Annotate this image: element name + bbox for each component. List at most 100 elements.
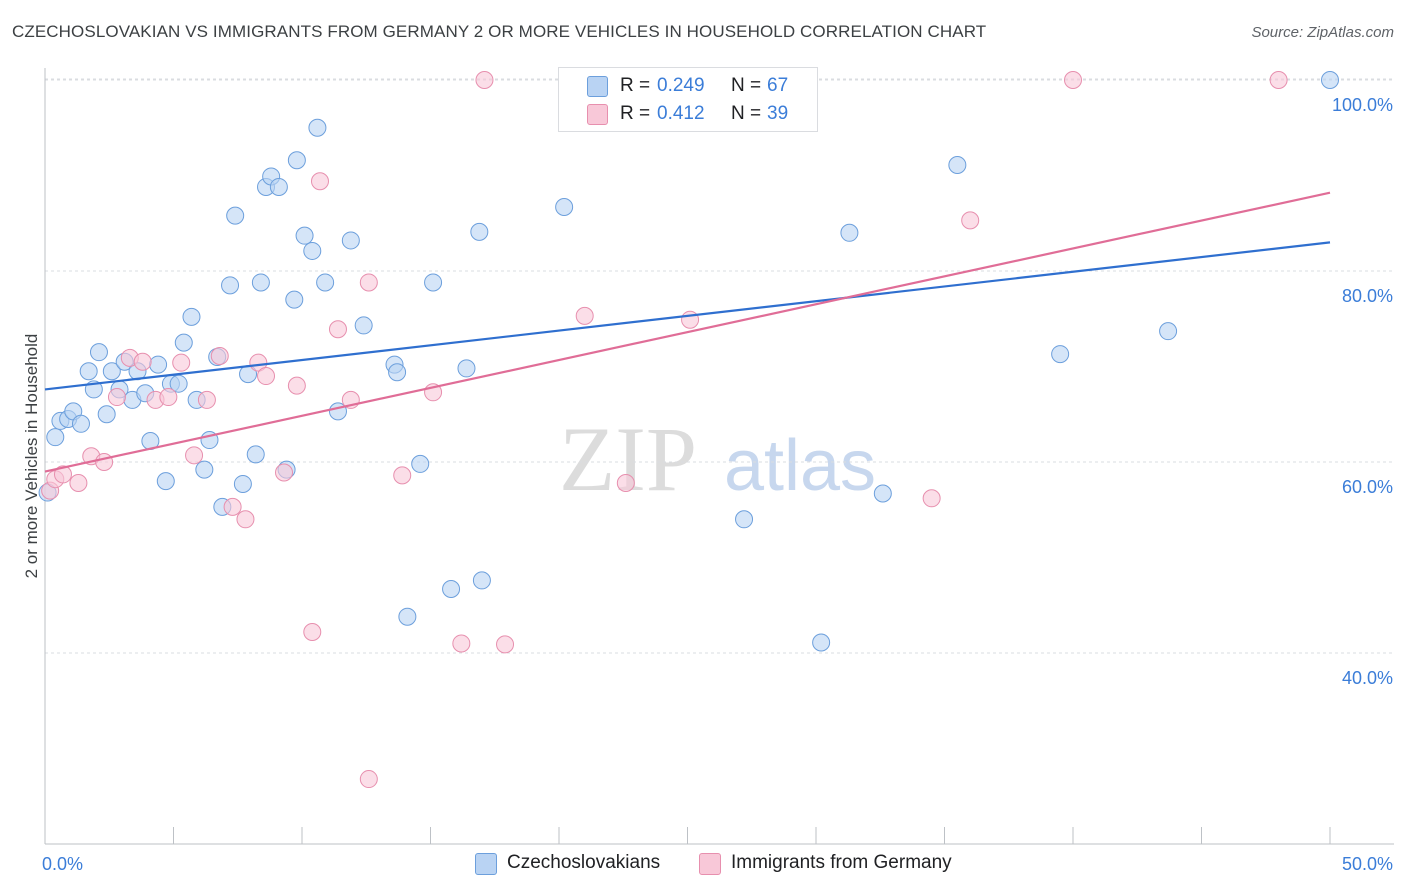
source-credit: Source: ZipAtlas.com xyxy=(1251,24,1394,41)
point-immigrants-from-germany xyxy=(223,497,242,516)
point-immigrants-from-germany xyxy=(393,466,412,485)
point-czechoslovakians xyxy=(174,333,193,352)
point-immigrants-from-germany xyxy=(359,770,378,789)
point-czechoslovakians xyxy=(97,405,116,424)
point-immigrants-from-germany xyxy=(575,306,594,325)
point-czechoslovakians xyxy=(1159,322,1178,341)
point-czechoslovakians xyxy=(269,177,288,196)
y-tick-label: 100.0% xyxy=(1332,95,1393,115)
point-czechoslovakians xyxy=(812,633,831,652)
point-czechoslovakians xyxy=(182,307,201,326)
point-czechoslovakians xyxy=(424,273,443,292)
point-immigrants-from-germany xyxy=(133,352,152,371)
point-immigrants-from-germany xyxy=(185,446,204,465)
point-immigrants-from-germany xyxy=(107,388,126,407)
r-value: 0.249 xyxy=(657,75,705,96)
n-value: 39 xyxy=(767,103,789,124)
point-czechoslovakians xyxy=(79,362,98,381)
point-czechoslovakians xyxy=(251,273,270,292)
y-tick-label: 60.0% xyxy=(1342,477,1393,497)
point-czechoslovakians xyxy=(470,222,489,241)
r-label: R = xyxy=(620,103,651,124)
legend-label: Immigrants from Germany xyxy=(731,852,952,873)
point-immigrants-from-germany xyxy=(328,320,347,339)
point-czechoslovakians xyxy=(735,510,754,529)
point-immigrants-from-germany xyxy=(616,474,635,493)
trend-lines xyxy=(44,191,1331,473)
trendline-immigrants-from-germany xyxy=(44,191,1331,473)
point-czechoslovakians xyxy=(354,316,373,335)
point-czechoslovakians xyxy=(457,359,476,378)
axes xyxy=(44,68,1394,845)
n-label: N = xyxy=(731,103,762,124)
point-immigrants-from-germany xyxy=(681,310,700,329)
point-czechoslovakians xyxy=(226,206,245,225)
tick-labels: 40.0% 60.0% 80.0% 100.0% 0.0% 50.0% xyxy=(42,95,1393,874)
point-immigrants-from-germany xyxy=(961,211,980,230)
point-czechoslovakians xyxy=(316,273,335,292)
watermark: ZIP atlas xyxy=(559,408,876,510)
legend-swatch-pink xyxy=(699,853,721,875)
point-czechoslovakians xyxy=(398,607,417,626)
legend-swatch-pink xyxy=(587,104,608,125)
point-czechoslovakians xyxy=(285,290,304,309)
point-czechoslovakians xyxy=(308,118,327,137)
point-czechoslovakians xyxy=(233,474,252,493)
point-czechoslovakians xyxy=(948,155,967,174)
point-immigrants-from-germany xyxy=(236,510,255,529)
trendline-czechoslovakians xyxy=(44,241,1331,391)
point-immigrants-from-germany xyxy=(210,346,229,365)
chart-title: CZECHOSLOVAKIAN VS IMMIGRANTS FROM GERMA… xyxy=(12,22,987,41)
watermark-zip: ZIP xyxy=(559,408,697,510)
watermark-atlas: atlas xyxy=(724,426,876,506)
point-immigrants-from-germany xyxy=(1064,71,1082,89)
y-axis-title: 2 or more Vehicles in Household xyxy=(22,333,41,579)
point-immigrants-from-germany xyxy=(922,489,941,508)
point-czechoslovakians xyxy=(156,472,175,491)
point-czechoslovakians xyxy=(840,223,859,242)
point-czechoslovakians xyxy=(442,580,461,599)
point-czechoslovakians xyxy=(195,460,214,479)
point-immigrants-from-germany xyxy=(303,622,322,641)
point-immigrants-from-germany xyxy=(496,635,515,654)
point-czechoslovakians xyxy=(472,571,491,590)
point-immigrants-from-germany xyxy=(197,390,216,409)
point-immigrants-from-germany xyxy=(69,474,88,493)
point-immigrants-from-germany xyxy=(95,453,114,471)
point-immigrants-from-germany xyxy=(275,463,294,482)
point-czechoslovakians xyxy=(102,362,121,381)
point-czechoslovakians xyxy=(71,414,90,433)
point-immigrants-from-germany xyxy=(53,465,72,484)
legend-swatch-blue xyxy=(587,76,608,97)
n-label: N = xyxy=(731,75,762,96)
point-czechoslovakians xyxy=(246,445,265,464)
point-czechoslovakians xyxy=(149,355,168,374)
series-czechoslovakians xyxy=(38,71,1339,652)
r-label: R = xyxy=(620,75,651,96)
point-czechoslovakians xyxy=(46,428,65,447)
point-immigrants-from-germany xyxy=(452,634,471,653)
point-czechoslovakians xyxy=(303,241,322,260)
point-czechoslovakians xyxy=(411,454,430,473)
point-immigrants-from-germany xyxy=(1269,71,1288,89)
x-tick-label: 50.0% xyxy=(1342,854,1393,874)
legend-swatch-blue xyxy=(475,853,497,875)
series-immigrants-from-germany xyxy=(41,71,1288,789)
point-immigrants-from-germany xyxy=(287,376,306,395)
n-value: 67 xyxy=(767,75,789,96)
point-czechoslovakians xyxy=(287,151,306,170)
point-czechoslovakians xyxy=(873,484,892,503)
point-czechoslovakians xyxy=(555,198,574,217)
point-immigrants-from-germany xyxy=(310,172,329,191)
y-tick-label: 40.0% xyxy=(1342,668,1393,688)
point-immigrants-from-germany xyxy=(159,388,178,407)
point-immigrants-from-germany xyxy=(359,273,378,292)
point-immigrants-from-germany xyxy=(172,353,191,372)
x-tick-label: 0.0% xyxy=(42,854,83,874)
point-czechoslovakians xyxy=(89,343,108,362)
point-czechoslovakians xyxy=(341,231,360,250)
point-immigrants-from-germany xyxy=(257,367,276,386)
legend-label: Czechoslovakians xyxy=(507,852,661,873)
point-immigrants-from-germany xyxy=(249,353,268,372)
